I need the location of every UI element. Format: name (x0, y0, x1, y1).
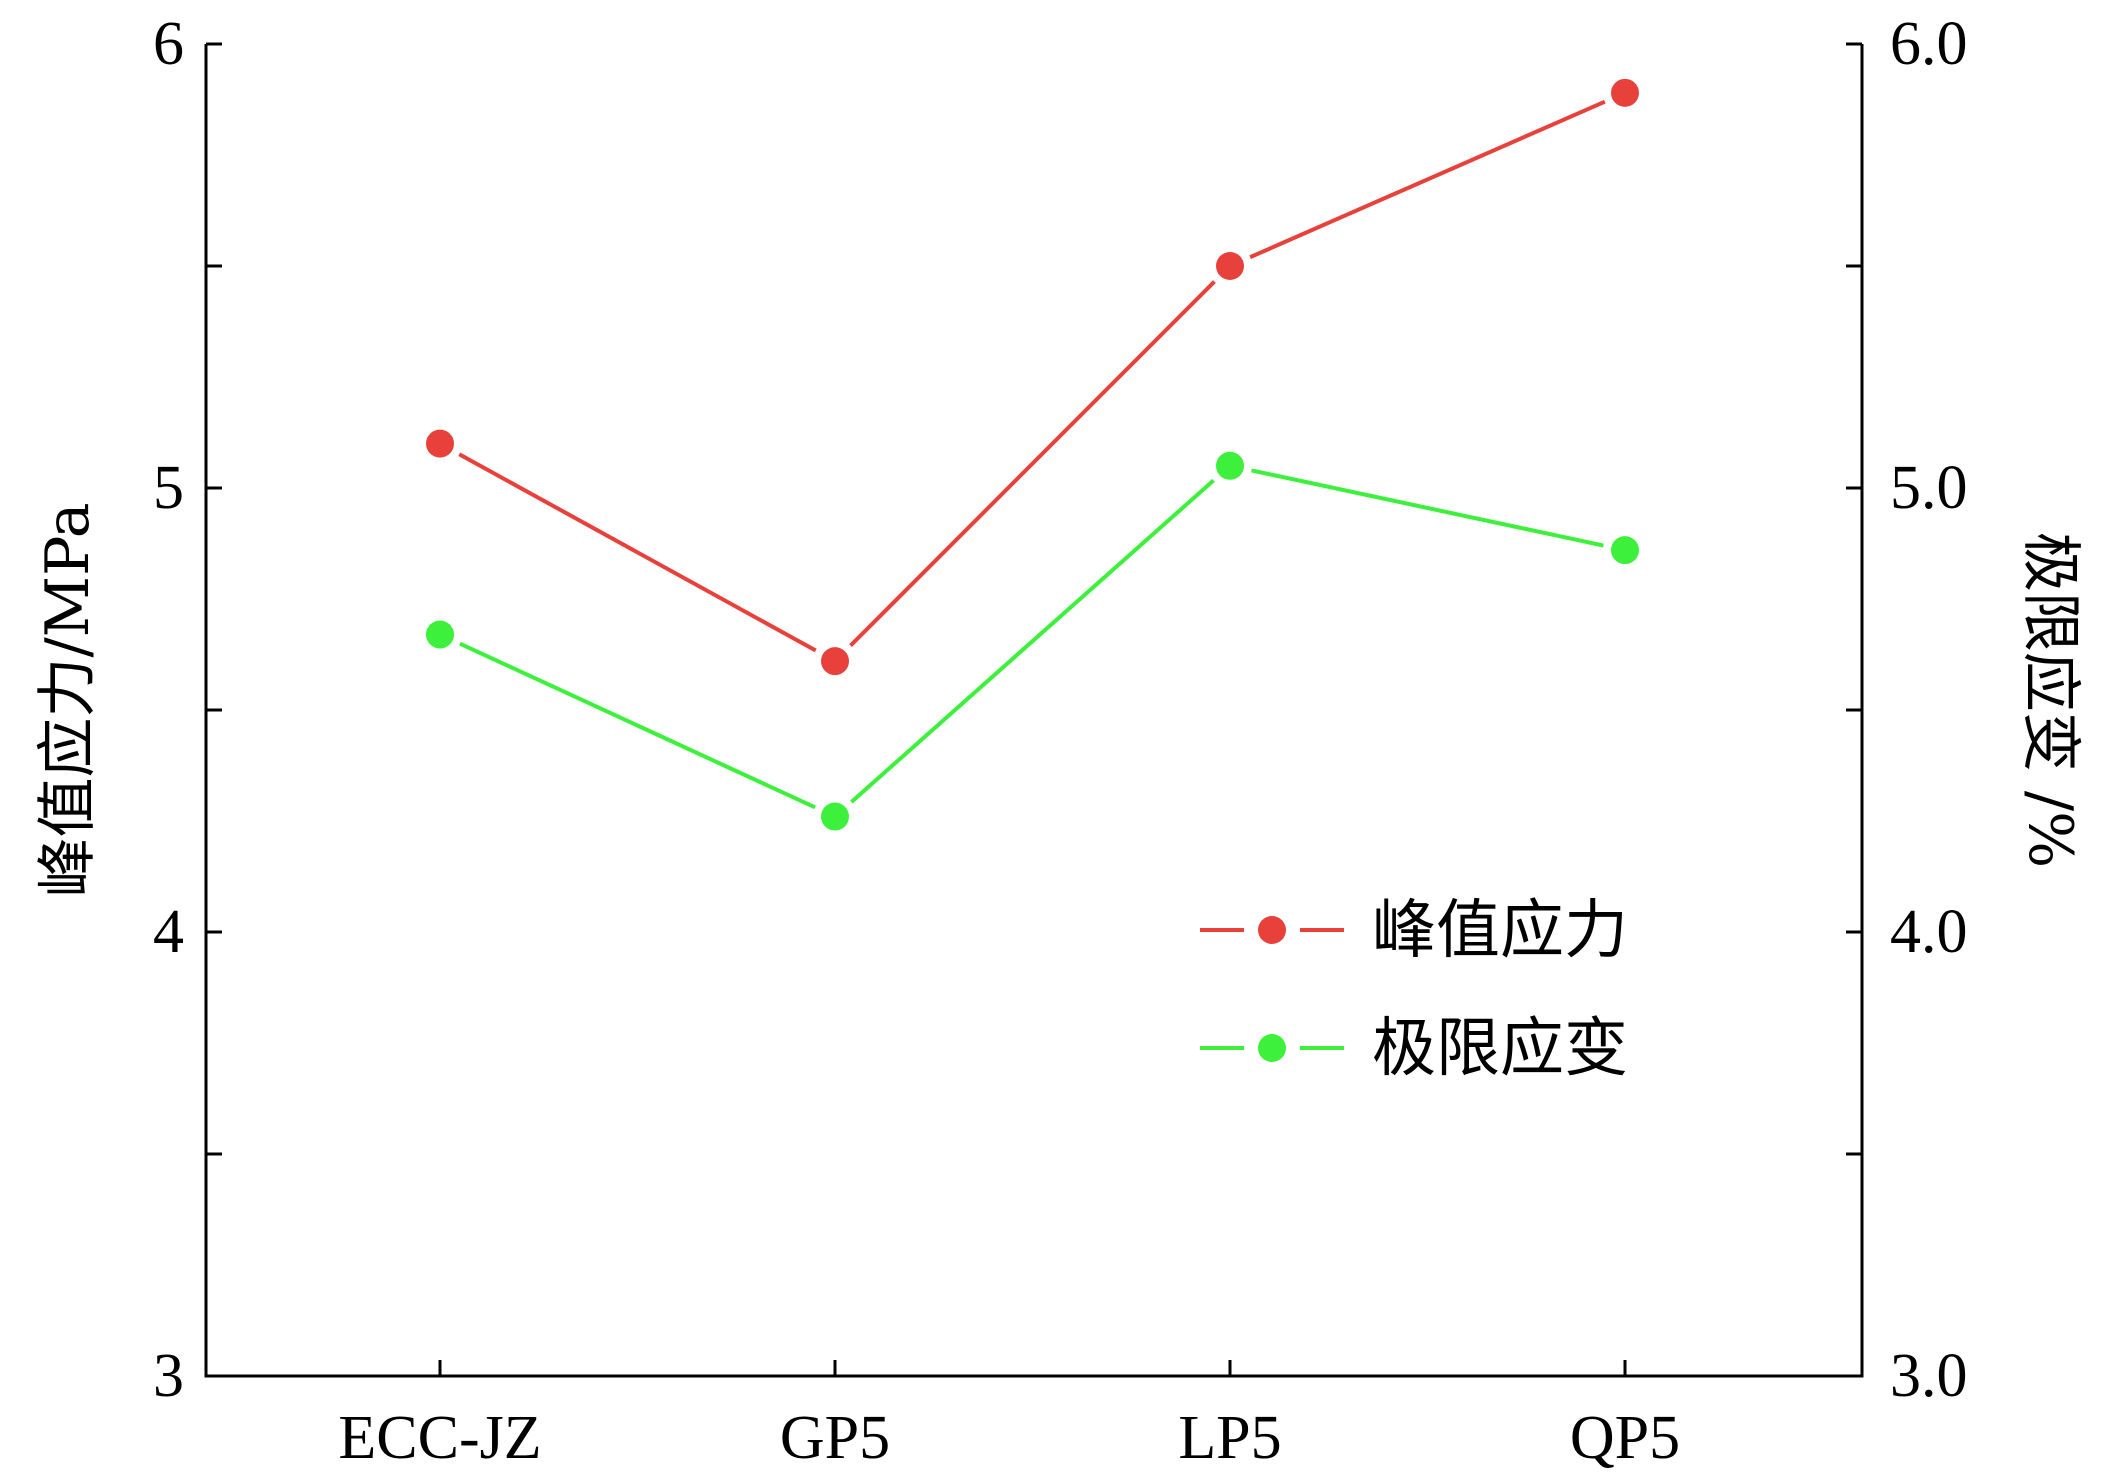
legend-label: 极限应变 (1372, 1012, 1628, 1086)
data-point (1611, 78, 1639, 107)
y-left-tick-label: 5 (153, 454, 184, 522)
y-right-tick-label: 3.0 (1890, 1342, 1968, 1410)
legend-label: 峰值应力 (1372, 894, 1628, 968)
data-point (1216, 252, 1244, 280)
x-tick-label: LP5 (1178, 1404, 1281, 1472)
series-line-segment (1251, 468, 1604, 548)
y-right-tick-label: 4.0 (1890, 898, 1968, 966)
legend-item-1: 峰值应力 (1200, 894, 1628, 968)
legend-marker (1258, 916, 1286, 944)
legend-marker (1258, 1034, 1286, 1062)
y-axis-right-title: 极限应变 /% (2015, 532, 2085, 868)
series-line-segment (850, 478, 1215, 804)
y-axis-left-title: 峰值应力/MPa (33, 502, 103, 897)
series-2 (426, 451, 1639, 831)
data-point (426, 429, 454, 458)
data-point (1216, 451, 1244, 480)
legend-item-2: 极限应变 (1200, 1012, 1628, 1086)
data-point (821, 647, 849, 676)
y-right-tick-label: 6.0 (1890, 10, 1968, 78)
y-left-tick-label: 3 (153, 1342, 184, 1410)
axis-ticks: 3 4 5 6 3.0 4.0 5.0 6.0 ECC-JZ GP5 LP5 QP5 (153, 10, 1968, 1472)
series-line-segment (459, 641, 816, 810)
y-right-tick-label: 5.0 (1890, 454, 1968, 522)
axes-frame (204, 44, 1864, 1378)
series-line-segment (849, 280, 1216, 648)
x-tick-label: GP5 (780, 1404, 890, 1472)
x-tick-label: QP5 (1570, 1404, 1680, 1472)
data-point (1611, 536, 1639, 565)
y-left-tick-label: 6 (153, 10, 184, 78)
series-1 (426, 78, 1639, 676)
data-series (426, 78, 1639, 831)
data-point (426, 620, 454, 649)
y-left-tick-label: 4 (153, 898, 184, 966)
data-point (821, 802, 849, 831)
axes-lines (204, 44, 1864, 1378)
x-tick-label: ECC-JZ (338, 1404, 541, 1472)
series-line-segment (1249, 99, 1606, 259)
series-line-segment (458, 452, 817, 653)
